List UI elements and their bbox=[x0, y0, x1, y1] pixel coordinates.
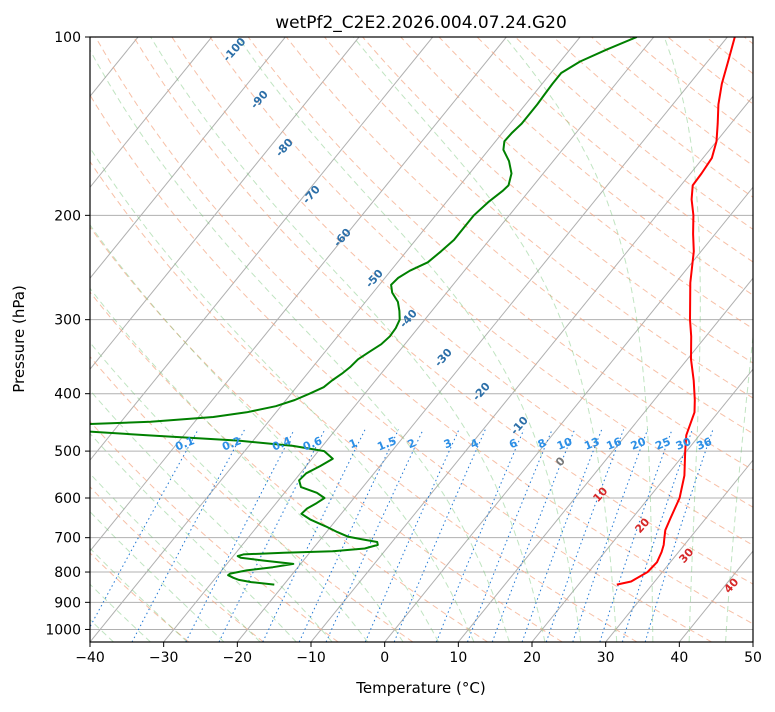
x-tick-label: 40 bbox=[670, 650, 688, 666]
x-tick-label: −20 bbox=[223, 650, 253, 666]
y-tick-label: 600 bbox=[54, 491, 81, 507]
x-tick-label: 0 bbox=[380, 650, 389, 666]
x-tick-label: −30 bbox=[149, 650, 179, 666]
x-tick-label: −10 bbox=[296, 650, 326, 666]
x-tick-label: 20 bbox=[523, 650, 541, 666]
x-tick-label: 50 bbox=[744, 650, 762, 666]
y-tick-label: 700 bbox=[54, 531, 81, 547]
y-tick-label: 500 bbox=[54, 444, 81, 460]
x-tick-label: 10 bbox=[449, 650, 467, 666]
y-tick-label: 100 bbox=[54, 30, 81, 46]
y-tick-label: 800 bbox=[54, 565, 81, 581]
y-tick-label: 900 bbox=[54, 595, 81, 611]
x-tick-label: −40 bbox=[75, 650, 105, 666]
y-axis-label: Pressure (hPa) bbox=[10, 285, 28, 393]
x-axis-label: Temperature (°C) bbox=[355, 679, 485, 697]
chart-title: wetPf2_C2E2.2026.004.07.24.G20 bbox=[275, 13, 567, 33]
x-tick-label: 30 bbox=[597, 650, 615, 666]
y-tick-label: 200 bbox=[54, 208, 81, 224]
y-tick-label: 1000 bbox=[45, 622, 81, 638]
y-tick-label: 300 bbox=[54, 313, 81, 329]
y-tick-label: 400 bbox=[54, 387, 81, 403]
